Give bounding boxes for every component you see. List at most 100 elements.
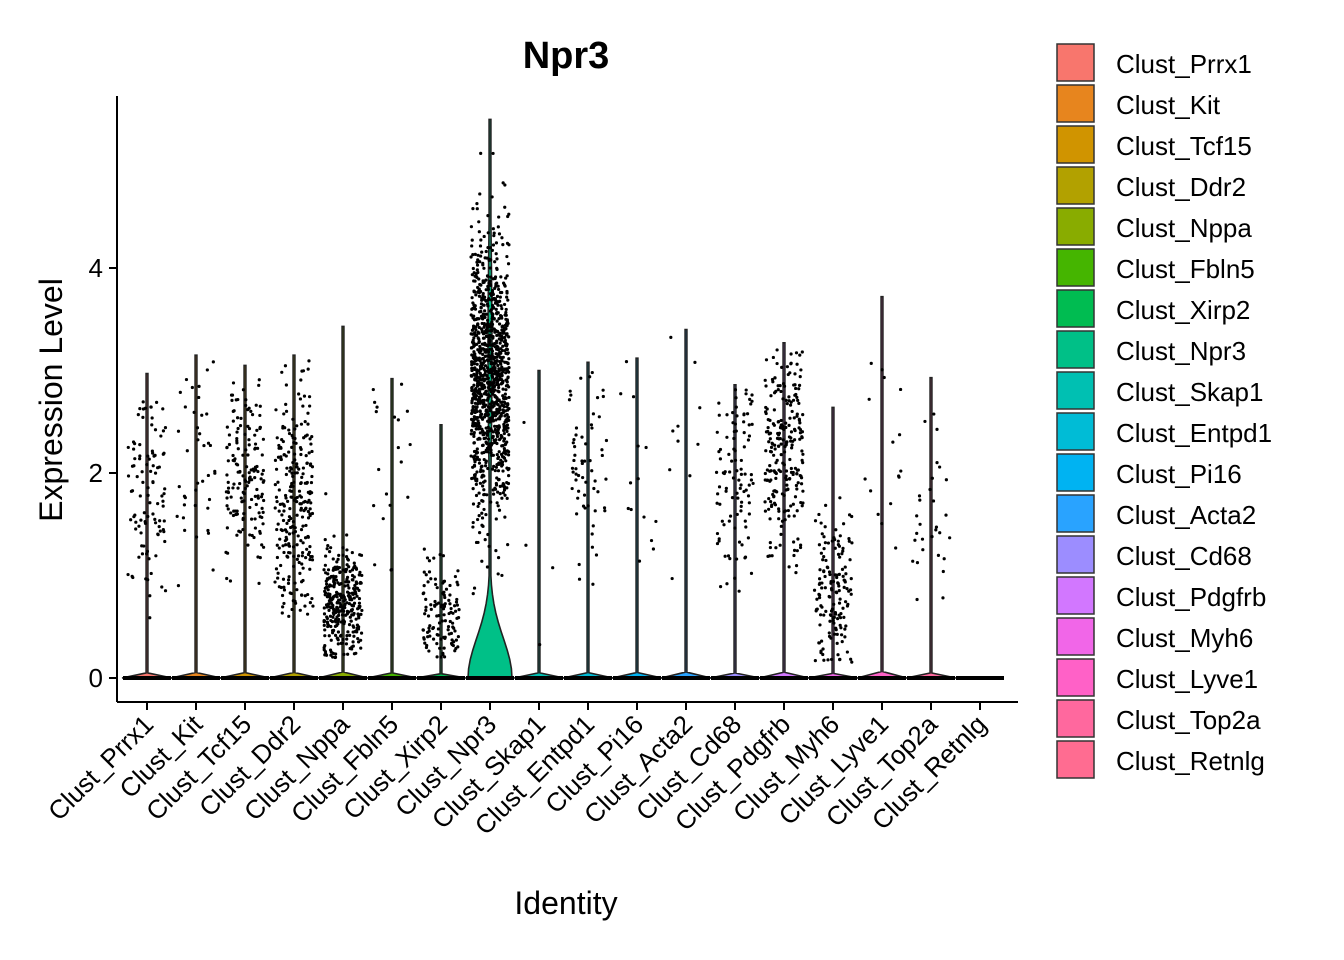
data-point [792,416,796,420]
zero-points-Clust_Npr3 [466,676,514,680]
data-point [482,432,486,436]
data-point [235,512,239,516]
data-point [302,500,306,504]
data-point [480,474,484,478]
data-point [801,452,805,456]
data-point [827,594,831,599]
legend-item-Clust_Lyve1: Clust_Lyve1 [1056,658,1258,697]
data-point [158,519,162,523]
data-point [322,612,327,616]
data-point [833,538,837,542]
data-point [224,490,229,494]
legend: Clust_Prrx1Clust_KitClust_Tcf15Clust_Ddr… [1056,43,1272,779]
data-point [491,151,495,156]
data-point [497,424,501,428]
data-point [455,597,459,602]
data-point [739,472,744,476]
data-point [795,487,799,491]
data-point [891,440,895,444]
data-point [889,502,893,506]
data-point [494,299,499,303]
data-point [651,547,656,551]
data-point [283,528,288,532]
legend-item-Clust_Pdgfrb: Clust_Pdgfrb [1056,576,1266,615]
data-point [291,460,295,465]
data-point [333,619,337,623]
data-point [740,543,744,547]
data-point [301,466,305,470]
data-point [255,428,259,432]
data-point [840,639,844,644]
data-point [281,577,286,581]
data-point [489,451,493,455]
data-point [486,437,491,441]
data-point [750,422,754,426]
data-point [132,447,136,451]
data-point [493,394,498,399]
data-point [472,362,476,366]
data-point [769,394,773,398]
violin-shape-Clust_Prrx1 [121,372,173,679]
legend-swatch [1056,699,1095,738]
data-point [206,531,211,535]
data-point [341,568,346,572]
data-point [497,333,501,337]
data-point [137,524,141,528]
data-point [779,442,783,446]
data-point [482,325,486,329]
data-point [486,396,490,400]
data-point [254,468,258,472]
x-axis-title: Identity [514,885,617,921]
data-point [785,365,789,369]
data-point [480,417,485,421]
y-axis-title: Expression Level [33,278,69,522]
data-point [140,470,144,474]
data-point [324,652,328,656]
data-point [472,415,476,419]
data-point [597,415,601,419]
data-point [486,274,490,278]
data-point [843,565,847,569]
data-point [373,563,377,567]
data-point [227,433,232,437]
data-point [484,328,488,332]
data-point [793,438,797,442]
data-point [374,410,378,414]
data-point [470,328,475,332]
data-point [768,554,772,558]
data-point [344,567,348,572]
data-point [341,553,345,557]
data-point [344,613,348,617]
data-point [358,553,362,557]
data-point [491,375,495,379]
data-point [150,423,154,427]
data-point [231,486,235,490]
data-point [232,509,236,513]
data-point [739,509,743,513]
data-point [424,645,429,650]
data-point [746,494,751,498]
data-point [138,457,142,461]
data-point [766,418,770,422]
data-point [352,601,357,605]
data-point [784,488,788,492]
data-point [197,384,201,389]
data-point [295,465,299,469]
data-point [133,457,137,461]
data-point [772,453,776,457]
data-point [591,524,595,528]
data-point [343,598,347,602]
data-point [146,486,150,490]
data-point [225,425,229,429]
data-point [869,361,873,365]
data-point [472,464,477,468]
data-point [495,319,499,323]
data-point [163,425,168,430]
data-point [723,554,727,558]
data-point [490,291,495,295]
data-point [282,585,286,589]
violin-shape-Clust_Entpd1 [562,361,614,679]
data-point [500,381,504,385]
data-point [282,601,286,606]
data-point [470,296,474,300]
